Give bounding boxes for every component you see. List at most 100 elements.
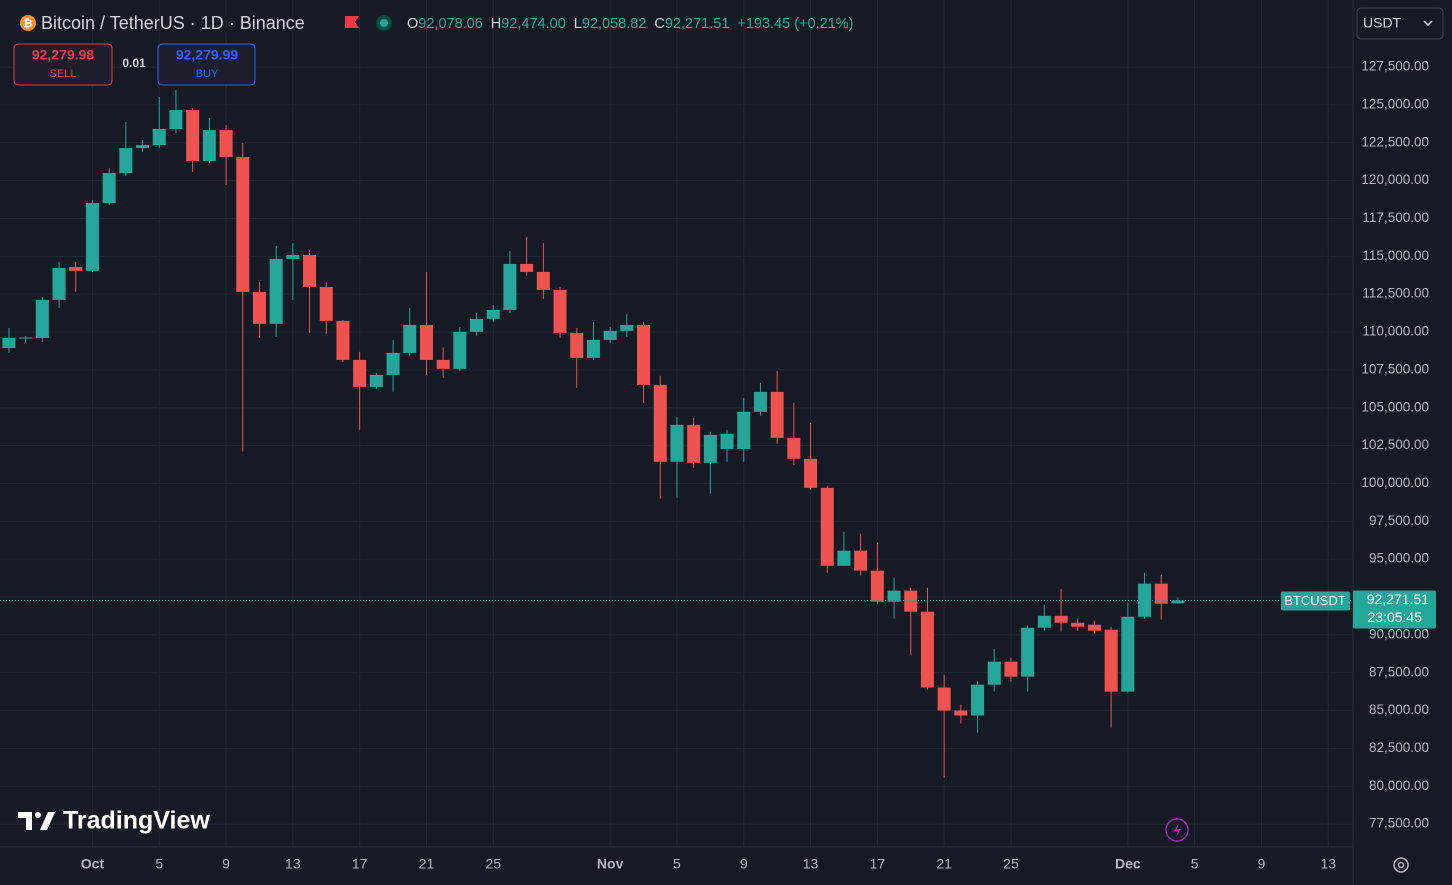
candle-body (136, 145, 150, 149)
candle-body (954, 710, 968, 716)
x-tick-label: 13 (285, 856, 301, 872)
candle-body (419, 324, 433, 360)
buy-price[interactable]: 92,279.99 (176, 47, 238, 63)
candle-body (236, 157, 250, 292)
y-tick-label: 80,000.00 (1369, 778, 1429, 793)
candle-body (887, 590, 901, 602)
x-tick-label: 5 (1191, 856, 1199, 872)
status-dot (380, 19, 388, 27)
buy-label[interactable]: BUY (196, 68, 219, 80)
y-tick-label: 112,500.00 (1362, 286, 1429, 301)
buy-button[interactable] (157, 43, 256, 86)
alert-icon[interactable] (1165, 818, 1189, 842)
ohlc-key: O (407, 16, 418, 32)
y-tick-label: 87,500.00 (1369, 664, 1429, 679)
candle-body (1121, 616, 1135, 692)
ohlc-legend: O 92,078.06 H 92,474.00 L 92,058.82 C 92,271.51… (407, 16, 853, 32)
candle-body (470, 318, 484, 332)
price-tag-label: 92,271.51 (1367, 591, 1429, 607)
y-tick-label: 97,500.00 (1369, 513, 1429, 528)
candle-body (637, 324, 651, 385)
candle-body (586, 339, 600, 358)
candle-body (69, 266, 83, 271)
symbol-tag-label: BTCUSDT (1284, 593, 1345, 608)
candle-body (1054, 615, 1068, 623)
x-tick-label: Nov (597, 856, 624, 872)
candle-body (85, 203, 99, 271)
candle-body (753, 391, 767, 412)
candle-body (386, 352, 400, 375)
candle-body (971, 684, 985, 716)
candle-body (202, 130, 216, 161)
ohlc-value: 92,078.06 (418, 16, 483, 32)
y-tick-label: 117,500.00 (1362, 210, 1429, 225)
ohlc-value: 92,271.51 (665, 16, 730, 32)
candle-body (286, 254, 300, 259)
ohlc-value: 92,058.82 (582, 16, 647, 32)
x-tick-label: Dec (1115, 856, 1141, 872)
candle-body (653, 384, 667, 462)
candle-body (436, 359, 450, 369)
y-tick-label: 102,500.00 (1361, 437, 1429, 452)
candle-body (503, 263, 517, 310)
candle-body (35, 299, 49, 338)
flag-icon[interactable] (345, 16, 359, 28)
logo-mark (18, 812, 32, 830)
candle-body (1104, 629, 1118, 692)
candle-body (169, 110, 183, 129)
x-tick-label: Oct (81, 856, 105, 872)
candle-body (870, 570, 884, 602)
ohlc-key: H (491, 16, 501, 32)
candle-body (102, 173, 116, 204)
dropdown-caret (1423, 20, 1433, 27)
candle-body (336, 320, 350, 360)
sell-price[interactable]: 92,279.98 (32, 47, 94, 63)
currency-dropdown[interactable] (1356, 7, 1444, 40)
y-tick-label: 82,500.00 (1369, 740, 1429, 755)
brand-name: TradingView (63, 807, 210, 835)
x-tick-label: 5 (155, 856, 163, 872)
ohlc-key: C (654, 16, 664, 32)
candle-body (720, 433, 734, 449)
candle-body (920, 611, 934, 688)
x-tick-label: 25 (1003, 856, 1019, 872)
x-tick-label: 17 (352, 856, 368, 872)
settings-icon[interactable] (1393, 857, 1409, 873)
sell-label[interactable]: SELL (50, 68, 77, 80)
axes: 77,500.00 80,000.00 82,500.00 85,000.00 87,5… (81, 59, 1436, 872)
candle-body (252, 291, 266, 324)
chart-title: Bitcoin / TetherUS · 1D · Binance (41, 13, 305, 33)
candle-body (703, 434, 717, 463)
y-tick-label: 120,000.00 (1361, 172, 1429, 187)
candle-body (770, 391, 784, 438)
gear[interactable] (1393, 857, 1409, 873)
currency-label[interactable]: USDT (1363, 15, 1402, 31)
candle-body (787, 437, 801, 459)
candle-body (520, 263, 534, 272)
sell-button[interactable] (13, 43, 113, 86)
x-tick-label: 25 (485, 856, 501, 872)
price-tag (1353, 590, 1436, 629)
gear-center (1397, 861, 1405, 869)
candle-body (1087, 624, 1101, 631)
candle-body (987, 661, 1001, 685)
y-tick-label: 107,500.00 (1361, 361, 1429, 376)
y-tick-label: 100,000.00 (1361, 475, 1429, 490)
candle-body (553, 289, 567, 333)
candle-body (904, 590, 918, 612)
candle-body (453, 331, 467, 369)
candle-body (536, 271, 550, 290)
x-tick-label: 5 (673, 856, 681, 872)
x-tick-label: 17 (870, 856, 886, 872)
candle-body (486, 309, 500, 319)
y-tick-label: 115,000.00 (1362, 248, 1429, 263)
candle-body (52, 267, 66, 300)
candle-body (119, 148, 133, 174)
candle-body (1004, 661, 1018, 677)
alert-bolt (1174, 823, 1181, 837)
x-tick-label: 9 (222, 856, 230, 872)
logo-mark (40, 812, 55, 830)
quantity[interactable]: 0.01 (122, 56, 146, 70)
candle-body (403, 324, 417, 353)
